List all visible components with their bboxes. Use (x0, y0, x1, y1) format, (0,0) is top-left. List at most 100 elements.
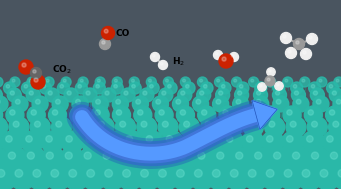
Circle shape (10, 110, 15, 115)
Circle shape (293, 152, 300, 159)
Circle shape (311, 121, 317, 127)
Circle shape (101, 131, 123, 153)
Circle shape (332, 91, 337, 95)
Circle shape (31, 75, 45, 89)
Circle shape (256, 91, 261, 95)
Circle shape (332, 164, 341, 189)
Circle shape (243, 117, 263, 137)
Circle shape (8, 152, 15, 159)
Circle shape (307, 117, 327, 137)
Circle shape (136, 147, 160, 171)
Circle shape (246, 136, 253, 142)
Circle shape (311, 84, 315, 88)
Circle shape (329, 84, 333, 88)
Circle shape (162, 121, 168, 127)
Circle shape (22, 147, 46, 171)
Circle shape (105, 170, 113, 177)
Circle shape (189, 164, 215, 189)
Circle shape (269, 121, 275, 127)
Circle shape (296, 41, 299, 44)
Circle shape (333, 121, 339, 127)
Circle shape (251, 79, 254, 82)
Circle shape (219, 106, 237, 124)
Circle shape (179, 152, 186, 159)
Circle shape (222, 57, 226, 61)
Circle shape (0, 131, 3, 153)
Circle shape (266, 136, 273, 142)
Circle shape (132, 84, 135, 88)
Circle shape (277, 84, 279, 86)
Circle shape (29, 79, 32, 82)
Circle shape (286, 136, 293, 142)
Circle shape (142, 131, 163, 153)
Circle shape (186, 136, 193, 142)
Circle shape (95, 110, 100, 115)
Circle shape (267, 78, 270, 81)
Circle shape (61, 131, 83, 153)
Circle shape (116, 99, 120, 104)
Circle shape (120, 121, 126, 127)
Circle shape (52, 96, 68, 112)
Circle shape (0, 117, 8, 137)
Circle shape (265, 76, 275, 86)
Circle shape (10, 164, 35, 189)
Circle shape (158, 117, 178, 137)
Circle shape (199, 91, 204, 95)
Circle shape (186, 84, 189, 88)
Circle shape (0, 77, 3, 87)
Circle shape (74, 110, 79, 115)
Circle shape (78, 84, 81, 88)
Circle shape (230, 170, 238, 177)
Circle shape (302, 131, 324, 153)
Circle shape (212, 170, 220, 177)
Circle shape (146, 136, 153, 142)
Circle shape (159, 110, 164, 115)
Circle shape (121, 131, 144, 153)
Circle shape (329, 117, 341, 137)
Circle shape (57, 82, 70, 94)
Circle shape (111, 82, 123, 94)
Circle shape (60, 147, 84, 171)
Circle shape (78, 77, 88, 87)
Circle shape (329, 88, 341, 102)
Circle shape (309, 36, 312, 39)
Circle shape (226, 121, 232, 127)
Circle shape (182, 79, 186, 82)
Circle shape (0, 164, 18, 189)
Circle shape (80, 79, 83, 82)
Circle shape (27, 152, 34, 159)
Circle shape (12, 79, 15, 82)
Circle shape (273, 82, 285, 94)
Circle shape (267, 68, 275, 76)
Circle shape (333, 96, 341, 112)
Circle shape (313, 91, 317, 95)
Circle shape (121, 88, 135, 102)
Circle shape (307, 136, 313, 142)
Circle shape (100, 39, 110, 50)
Circle shape (290, 121, 296, 127)
Circle shape (217, 79, 220, 82)
Circle shape (137, 117, 157, 137)
Circle shape (171, 164, 197, 189)
Circle shape (202, 110, 207, 115)
Circle shape (87, 170, 94, 177)
Polygon shape (252, 101, 277, 129)
Circle shape (222, 117, 242, 137)
Circle shape (266, 77, 276, 87)
Circle shape (283, 77, 293, 87)
Circle shape (283, 35, 286, 38)
Circle shape (285, 47, 297, 59)
Circle shape (163, 77, 173, 87)
Circle shape (66, 136, 72, 142)
Circle shape (226, 136, 233, 142)
Circle shape (21, 82, 33, 94)
Circle shape (129, 82, 141, 94)
Circle shape (296, 99, 301, 104)
Circle shape (250, 147, 273, 171)
Circle shape (231, 147, 255, 171)
Circle shape (320, 170, 328, 177)
Circle shape (104, 29, 108, 33)
Circle shape (315, 164, 341, 189)
Circle shape (239, 84, 243, 88)
Circle shape (281, 33, 292, 43)
